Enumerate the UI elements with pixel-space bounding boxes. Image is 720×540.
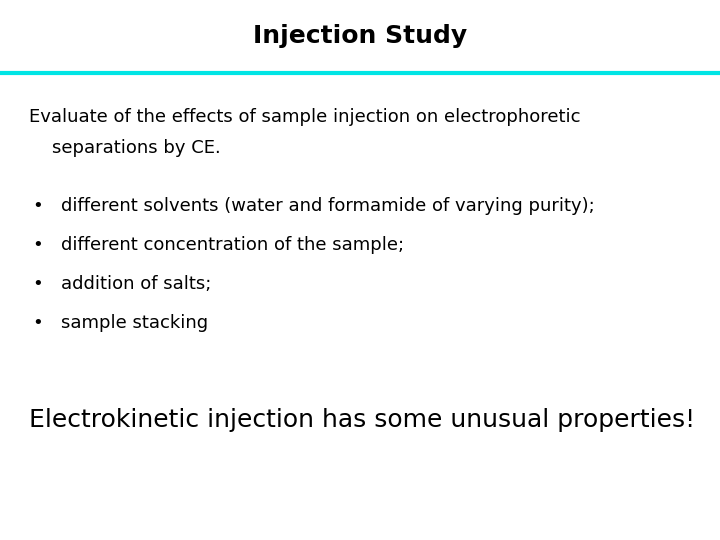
- Text: •: •: [32, 314, 43, 332]
- Text: sample stacking: sample stacking: [61, 314, 208, 332]
- Text: Electrokinetic injection has some unusual properties!: Electrokinetic injection has some unusua…: [29, 408, 695, 431]
- Text: Injection Study: Injection Study: [253, 24, 467, 48]
- Text: addition of salts;: addition of salts;: [61, 275, 212, 293]
- Text: •: •: [32, 236, 43, 254]
- Text: different concentration of the sample;: different concentration of the sample;: [61, 236, 405, 254]
- Text: •: •: [32, 275, 43, 293]
- Text: separations by CE.: separations by CE.: [29, 139, 220, 157]
- Text: different solvents (water and formamide of varying purity);: different solvents (water and formamide …: [61, 197, 595, 215]
- Text: •: •: [32, 197, 43, 215]
- Text: Evaluate of the effects of sample injection on electrophoretic: Evaluate of the effects of sample inject…: [29, 108, 580, 126]
